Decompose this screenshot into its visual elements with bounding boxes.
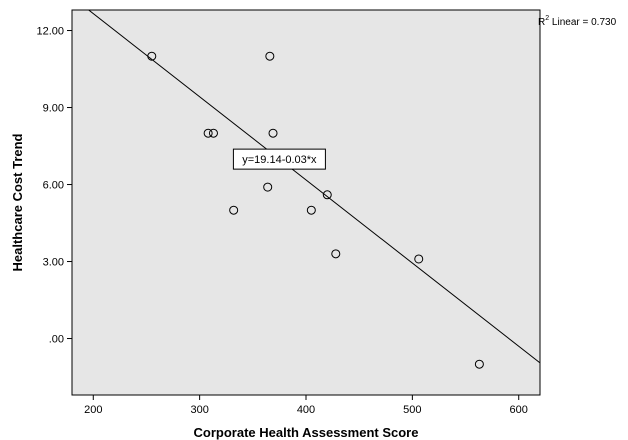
data-point bbox=[414, 254, 424, 264]
data-point bbox=[208, 128, 218, 138]
x-tick-label: 400 bbox=[297, 404, 315, 416]
x-tick-label: 600 bbox=[510, 404, 528, 416]
y-tick-label: 9.00 bbox=[43, 103, 64, 115]
x-tick-label: 300 bbox=[190, 404, 208, 416]
x-tick-label: 200 bbox=[84, 404, 102, 416]
y-tick-label: 3.00 bbox=[43, 257, 64, 269]
r-squared-prefix: R bbox=[538, 17, 545, 28]
fit-line-group bbox=[87, 10, 540, 364]
y-tick-label: 6.00 bbox=[43, 180, 64, 192]
data-point bbox=[265, 51, 275, 61]
data-point bbox=[229, 205, 239, 215]
equation-annotation: y=19.14-0.03*x bbox=[232, 148, 326, 170]
data-point bbox=[331, 249, 341, 259]
data-point bbox=[263, 182, 273, 192]
data-point bbox=[203, 128, 213, 138]
r-squared-value: Linear = 0.730 bbox=[549, 17, 616, 28]
data-point bbox=[147, 51, 157, 61]
x-tick-label: 500 bbox=[403, 404, 421, 416]
y-axis-ticks: .00 3.00 6.00 9.00 12.00 bbox=[36, 26, 72, 346]
r-squared-superscript: 2 bbox=[545, 15, 549, 22]
data-point bbox=[268, 128, 278, 138]
equation-label: y=19.14-0.03*x bbox=[242, 154, 317, 166]
data-point bbox=[306, 205, 316, 215]
data-point bbox=[474, 359, 484, 369]
y-tick-label: .00 bbox=[49, 334, 64, 346]
y-tick-label: 12.00 bbox=[36, 26, 64, 38]
r-squared-label: R2 Linear = 0.730 bbox=[538, 15, 617, 28]
fit-line bbox=[87, 10, 540, 364]
x-axis-ticks: 200 300 400 500 600 bbox=[84, 395, 528, 416]
plot-area bbox=[71, 9, 541, 396]
x-axis-title: Corporate Health Assessment Score bbox=[194, 425, 419, 440]
equation-box bbox=[232, 148, 326, 170]
data-point bbox=[322, 190, 332, 200]
y-axis-title: Healthcare Cost Trend bbox=[10, 133, 25, 271]
